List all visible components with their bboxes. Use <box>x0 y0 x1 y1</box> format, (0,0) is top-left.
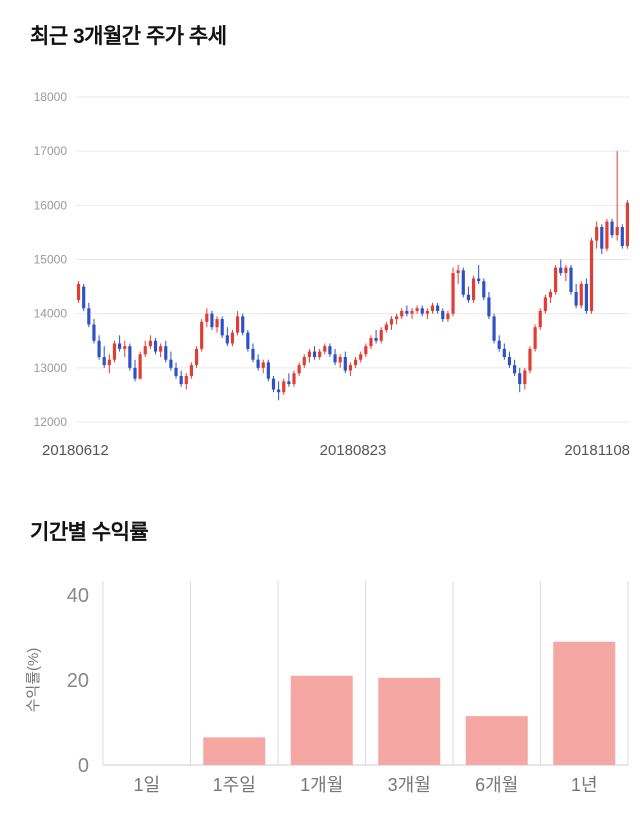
svg-text:17000: 17000 <box>34 144 68 158</box>
svg-text:1주일: 1주일 <box>213 775 256 795</box>
returns-chart-title: 기간별 수익률 <box>30 521 149 544</box>
svg-text:수익률(%): 수익률(%) <box>25 648 42 713</box>
svg-text:13000: 13000 <box>34 361 68 375</box>
svg-text:1년: 1년 <box>571 775 598 795</box>
svg-text:18000: 18000 <box>34 90 68 104</box>
svg-text:12000: 12000 <box>34 415 68 429</box>
svg-text:0: 0 <box>78 755 89 777</box>
svg-text:20180612: 20180612 <box>42 442 109 459</box>
svg-text:1일: 1일 <box>133 775 160 795</box>
price-candlestick-chart: 12000 13000 14000 15000 16000 17000 18000 20180… <box>34 90 630 459</box>
svg-text:3개월: 3개월 <box>388 775 431 795</box>
svg-text:16000: 16000 <box>34 198 68 212</box>
svg-text:20: 20 <box>67 670 89 692</box>
returns-bar-chart: 0 20 40 1일 1주일 1개월 3개월 6개월 1년 수익률(%) <box>25 581 629 795</box>
svg-text:20180823: 20180823 <box>320 442 387 459</box>
svg-text:40: 40 <box>67 585 89 607</box>
svg-text:15000: 15000 <box>34 253 68 267</box>
svg-text:1개월: 1개월 <box>300 775 343 795</box>
svg-text:14000: 14000 <box>34 307 68 321</box>
svg-text:20181108: 20181108 <box>564 442 630 459</box>
svg-text:6개월: 6개월 <box>475 775 518 795</box>
page: 최근 3개월간 주가 추세 12000 13000 14000 15000 16000 1… <box>0 24 640 801</box>
price-chart-title: 최근 3개월간 주가 추세 <box>30 25 227 48</box>
